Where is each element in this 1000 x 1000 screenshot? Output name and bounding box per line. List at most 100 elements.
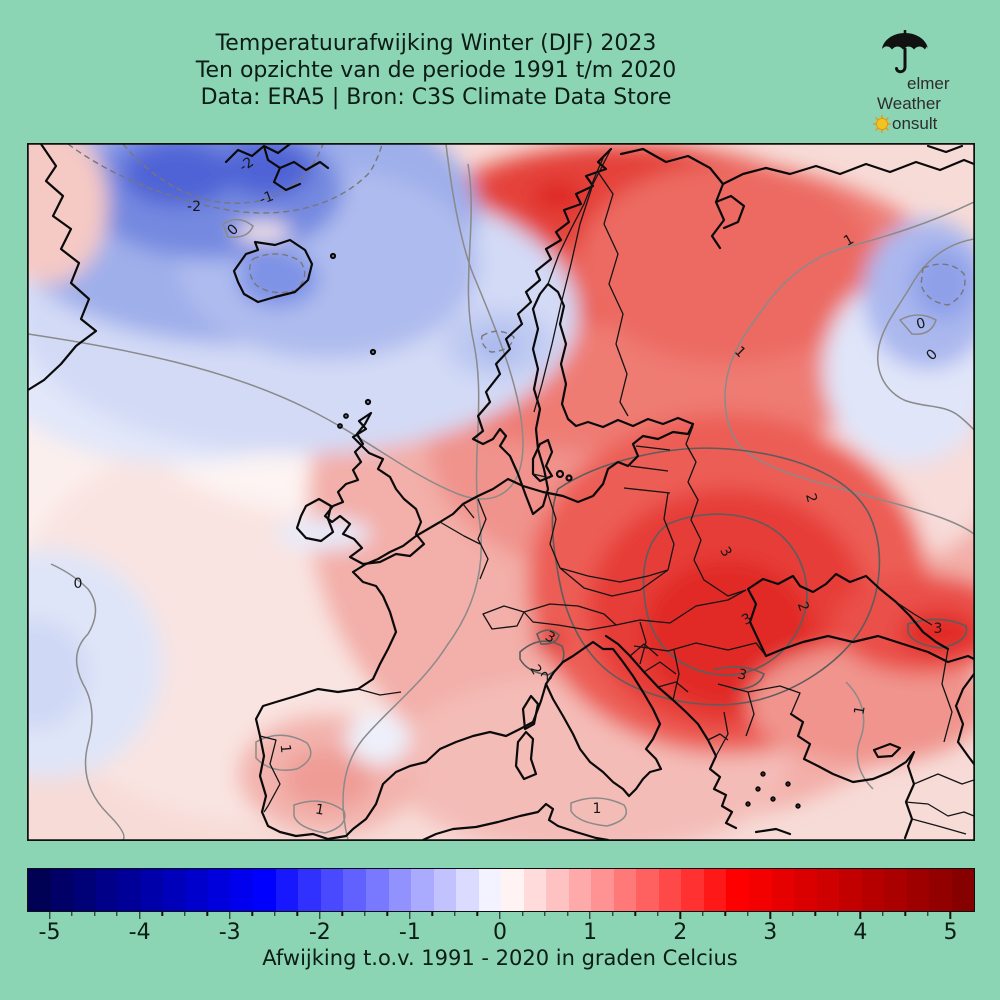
colorbar-segment [929,869,952,911]
colorbar-tick-label: -1 [398,920,421,945]
colorbar-major-tick [769,911,771,919]
colorbar-minor-tick [183,911,186,916]
contour-label: 0 [74,576,83,592]
colorbar-major-tick [589,911,591,919]
colorbar-segment [95,869,119,911]
colorbar-segment [73,869,96,911]
colorbar-tick-label: -3 [218,920,241,945]
colorbar-caption: Afwijking t.o.v. 1991 - 2020 in graden C… [262,946,738,970]
colorbar-minor-tick [71,911,73,916]
colorbar-minor-tick [341,911,344,916]
colorbar-segment [140,869,164,911]
colorbar-segment [388,869,412,911]
colorbar-segment [433,869,457,911]
colorbar-minor-tick [431,911,434,916]
colorbar-segment [636,869,659,911]
colorbar-segment [658,869,682,911]
logo-text-jelmer: elmer [907,74,950,93]
colorbar-segment [613,869,637,911]
colorbar-segment [118,869,141,911]
colorbar-segment [523,869,547,911]
contour-label: 1 [314,801,326,818]
colorbar-segment [343,869,366,911]
colorbar-minor-tick [476,911,479,916]
colorbar-major-tick [499,911,501,919]
colorbar-tick-label: 5 [943,920,958,945]
chart-title: Temperatuurafwijking Winter (DJF) 2023 T… [0,30,872,111]
colorbar-tick-label: 4 [853,920,868,945]
title-line-2: Ten opzichte van de periode 1991 t/m 202… [195,58,677,83]
colorbar-segment [703,869,727,911]
country-borders [259,148,974,835]
colorbar-tick-label: 3 [763,920,778,945]
logo-text-weather: Weather [877,94,941,113]
colorbar-major-tick [679,911,681,919]
colorbar-segment [568,869,592,911]
colorbar-segment [816,869,840,911]
colorbar-segment [478,869,502,911]
colorbar-major-tick [319,911,321,919]
contour-label: 1 [593,801,602,817]
jelmer-weather-consult-logo: elmer Weather onsult [862,28,984,133]
colorbar-minor-tick [364,911,366,916]
colorbar-minor-tick [251,911,253,916]
colorbar-minor-tick [927,911,929,916]
contour-label: 0 [915,315,928,333]
colorbar-segment [320,869,344,911]
sun-icon [873,115,891,133]
colorbar-segment [365,869,389,911]
colorbar-segment [50,869,74,911]
colorbar-major-tick [949,911,952,919]
title-line-1: Temperatuurafwijking Winter (DJF) 2023 [215,31,657,56]
colorbar-segment [185,869,209,911]
anomaly-map: -2 -2 -1 0 0 1 1 0 0 2 2 2 2 3 3 3 3 3 1 1 1 1 [27,143,975,841]
umbrella-icon [882,30,928,74]
colorbar-tick-label: 2 [673,920,688,945]
contour-label: 2 [802,492,820,505]
colorbar-ticks [27,911,973,921]
colorbar-segment [951,869,975,911]
colorbar-segment [28,869,51,911]
title-line-3: Data: ERA5 | Bron: C3S Climate Data Stor… [200,85,672,110]
contour-label: 1 [277,744,294,754]
coastlines [28,144,974,840]
colorbar-segment [726,869,749,911]
contour-label: -2 [187,199,201,215]
colorbar-minor-tick [611,911,614,916]
colorbar-segment [884,869,907,911]
colorbar-tick-label: -5 [38,920,61,945]
colorbar-minor-tick [792,911,794,916]
colorbar-segment [163,869,186,911]
colorbar-segment [298,869,321,911]
contour-lines-2-3 [519,447,968,706]
colorbar-segment [861,869,885,911]
colorbar-minor-tick [814,911,817,916]
contour-label: -1 [257,188,276,208]
colorbar-minor-tick [724,911,726,916]
colorbar-segment [230,869,254,911]
logo-text-consult: onsult [873,114,937,134]
colorbar-minor-tick [116,911,118,916]
colorbar-minor-tick [904,911,907,916]
colorbar-minor-tick [882,911,884,916]
contour-lines-positive [28,144,974,840]
colorbar-segment [591,869,614,911]
colorbar-tick-labels: -5 -4 -3 -2 -1 0 1 2 3 4 5 [27,920,973,946]
colorbar-segment [839,869,862,911]
colorbar-minor-tick [386,911,389,916]
colorbar-tick-label: 1 [583,920,598,945]
colorbar-segment [253,869,276,911]
colorbar-tick-label: -2 [308,920,331,945]
colorbar-segment [275,869,299,911]
colorbar-major-tick [138,911,141,919]
contour-label: 1 [851,705,868,717]
colorbar-segment [501,869,524,911]
colorbar-segment [208,869,231,911]
colorbar-segment [411,869,434,911]
colorbar-minor-tick [702,911,704,916]
colorbar-segment [749,869,772,911]
colorbar-minor-tick [274,911,276,916]
colorbar-tick-label: 0 [493,920,507,945]
colorbar-segment [906,869,930,911]
